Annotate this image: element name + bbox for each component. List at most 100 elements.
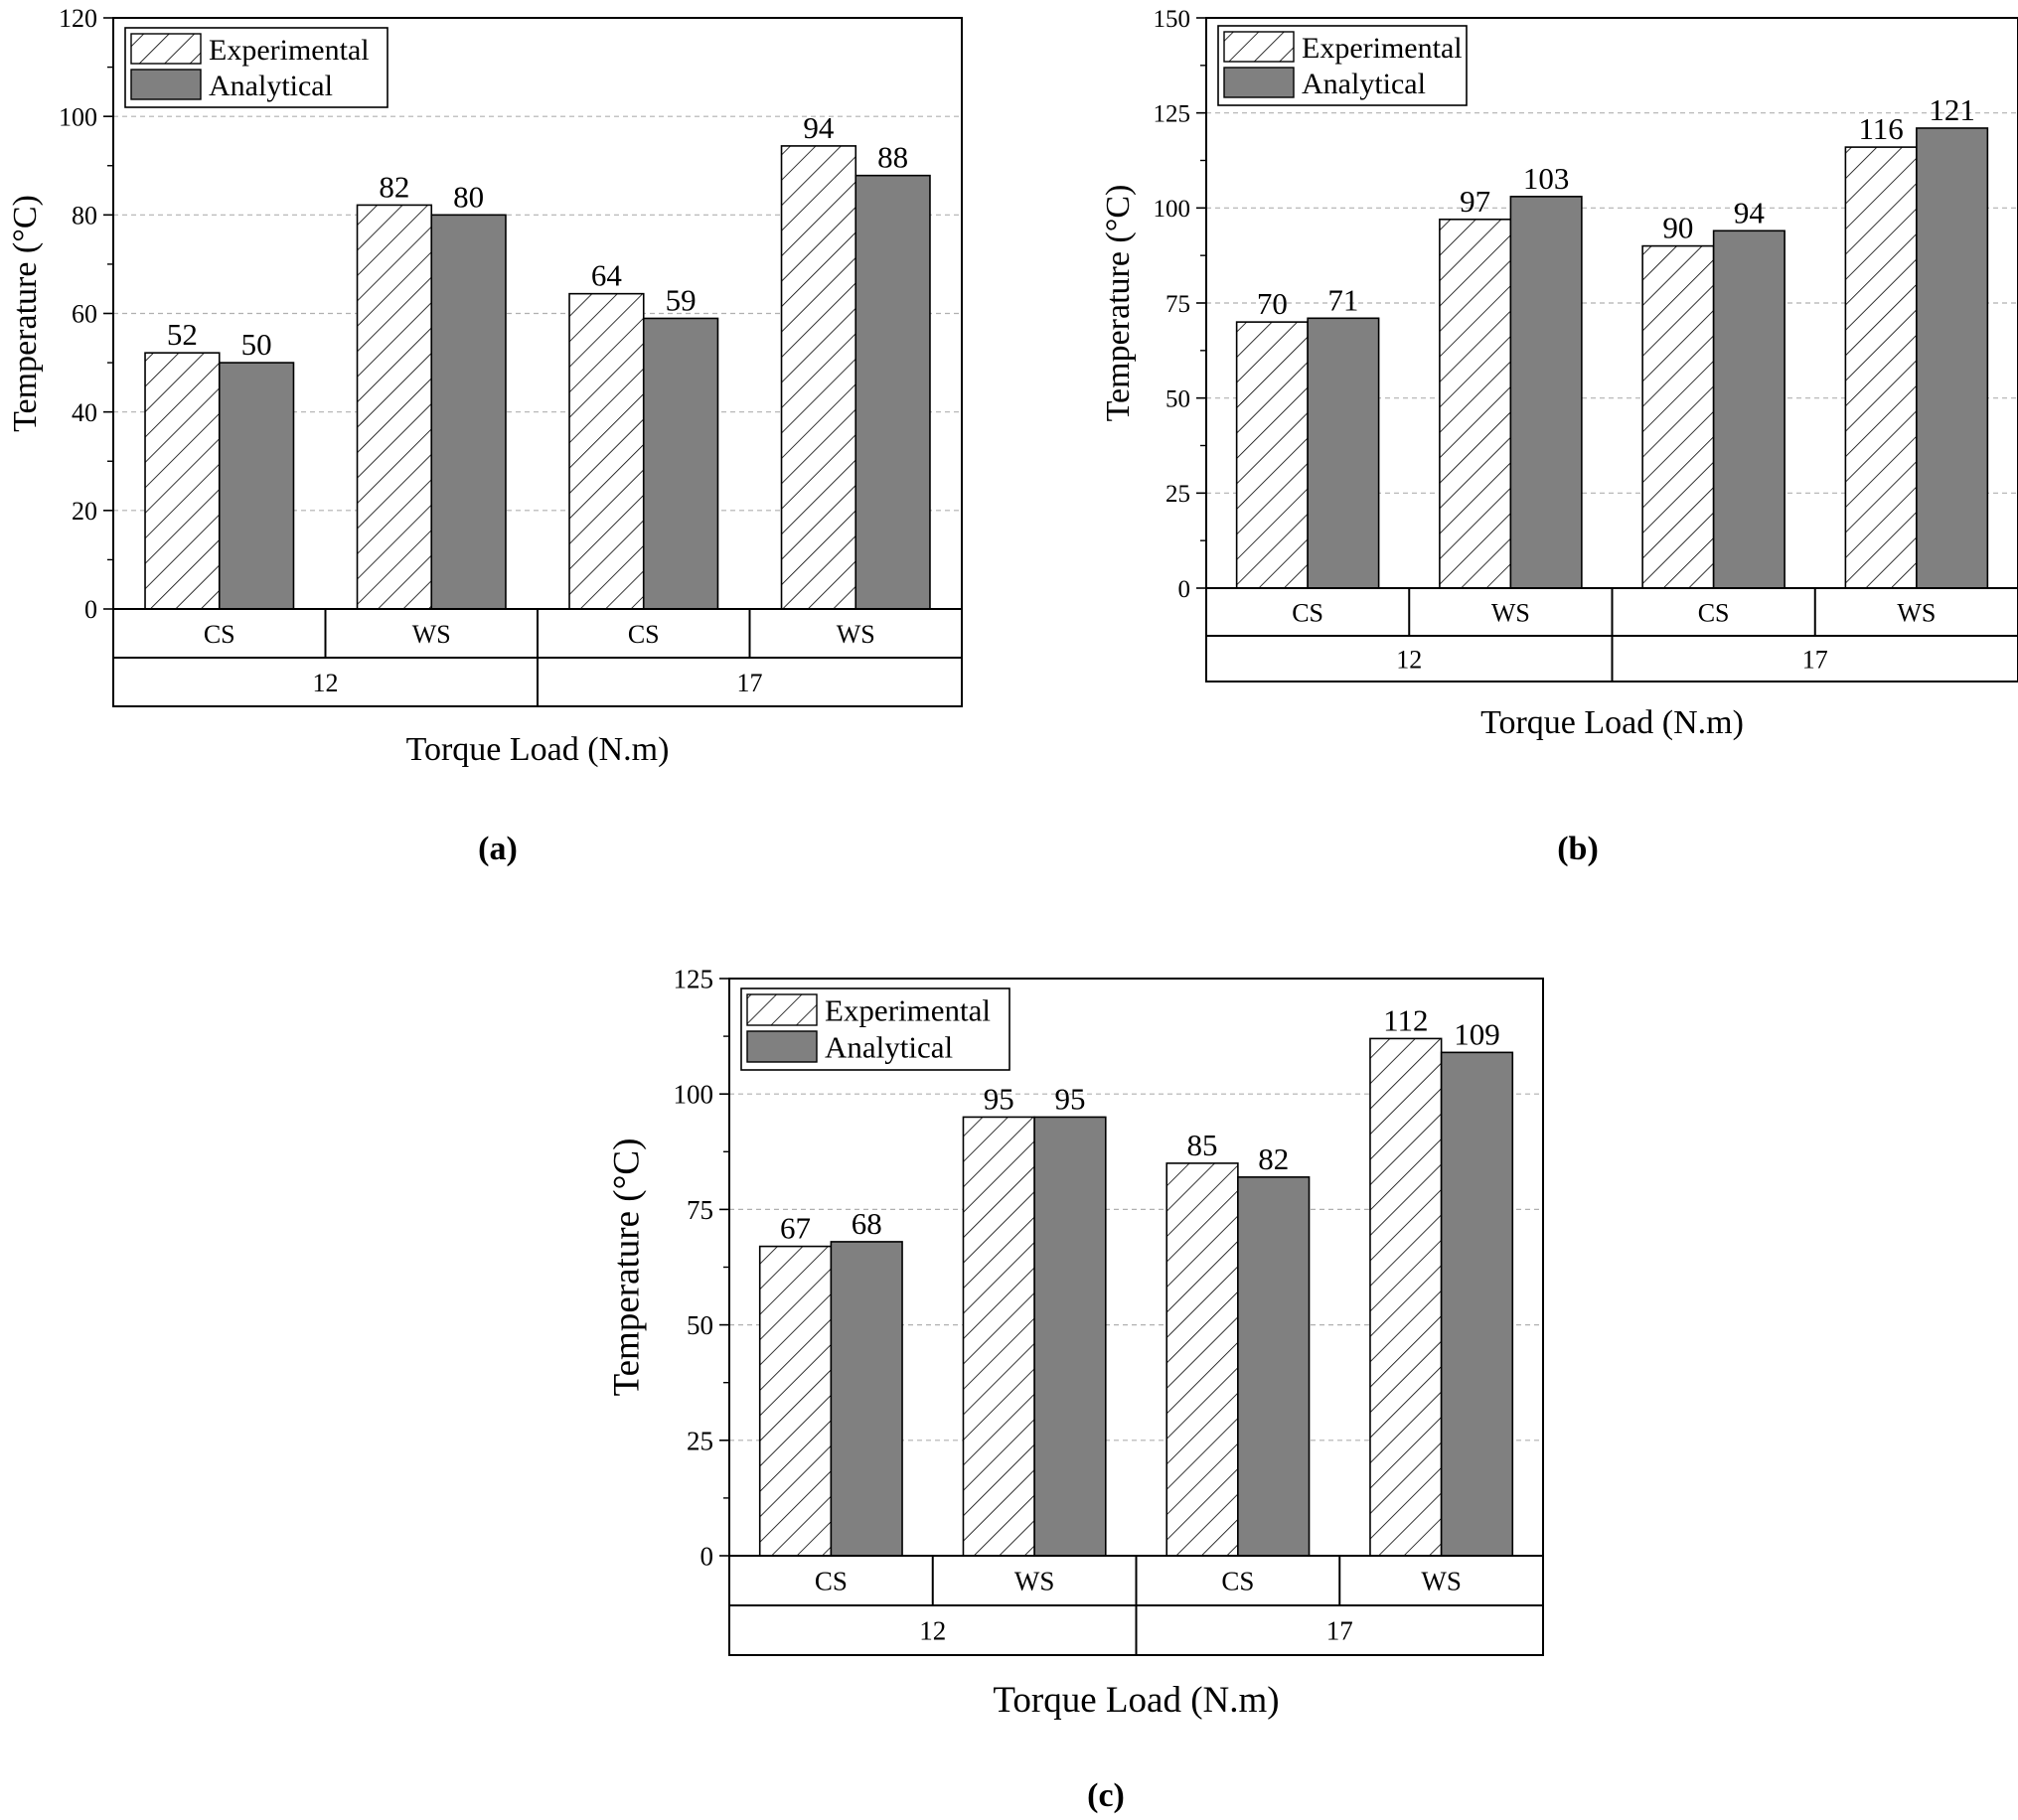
panel-label: (b) xyxy=(1557,831,1599,867)
experimental-bar xyxy=(1235,321,1309,589)
analytical-bar xyxy=(642,317,719,610)
category-label: WS xyxy=(837,620,875,649)
y-tick-label: 125 xyxy=(1154,100,1191,127)
category-label: WS xyxy=(412,620,451,649)
y-tick-label: 25 xyxy=(687,1426,713,1455)
y-tick-label: 80 xyxy=(72,201,97,229)
category-label: CS xyxy=(815,1567,848,1596)
analytical-bar xyxy=(1440,1051,1514,1557)
analytical-bar xyxy=(1237,1176,1311,1557)
analytical-bar xyxy=(1916,127,1989,589)
experimental-bar xyxy=(568,292,645,610)
bar-value-label: 64 xyxy=(591,258,623,293)
bar-value-label: 52 xyxy=(167,317,198,352)
experimental-bar xyxy=(1369,1037,1443,1557)
panel-label: (a) xyxy=(478,831,518,867)
y-tick-label: 100 xyxy=(59,102,97,131)
experimental-bar xyxy=(1844,146,1918,589)
legend-swatch xyxy=(746,993,818,1026)
bar-value-label: 94 xyxy=(803,110,835,145)
category-label: WS xyxy=(1014,1567,1055,1596)
category-label: CS xyxy=(1221,1567,1254,1596)
analytical-bar xyxy=(1307,317,1380,589)
group-label: 12 xyxy=(313,669,339,697)
category-label: WS xyxy=(1897,598,1936,627)
category-label: CS xyxy=(204,620,235,649)
experimental-bar xyxy=(780,145,857,610)
y-tick-label: 60 xyxy=(72,300,97,329)
y-tick-label: 150 xyxy=(1154,6,1191,33)
legend-swatch xyxy=(1223,31,1295,63)
category-label: WS xyxy=(1421,1567,1462,1596)
panel-label: (c) xyxy=(1087,1777,1125,1814)
bar-value-label: 109 xyxy=(1454,1016,1500,1051)
y-axis-title: Temperature (°C) xyxy=(7,195,44,432)
bar-value-label: 70 xyxy=(1257,286,1288,321)
y-tick-label: 50 xyxy=(1165,385,1190,412)
legend-swatch xyxy=(130,69,202,100)
y-tick-label: 75 xyxy=(1165,291,1190,318)
y-tick-label: 0 xyxy=(700,1541,714,1571)
y-tick-label: 125 xyxy=(674,964,714,993)
bar-value-label: 121 xyxy=(1929,92,1975,127)
bar-value-label: 85 xyxy=(1187,1128,1218,1162)
category-label: WS xyxy=(1491,598,1530,627)
y-tick-label: 75 xyxy=(687,1195,713,1225)
analytical-bar xyxy=(830,1241,903,1557)
bar-value-label: 95 xyxy=(1054,1081,1085,1116)
group-label: 12 xyxy=(1396,645,1422,674)
analytical-bar xyxy=(1033,1116,1107,1557)
analytical-bar xyxy=(1712,229,1785,589)
bar-value-label: 50 xyxy=(241,327,272,362)
bar-value-label: 88 xyxy=(877,140,908,175)
bar-value-label: 68 xyxy=(852,1206,882,1241)
chart-panel-a: 52 50 82 80 64 59 94 88 0 20 40 60 80 100 120 CS WS CS WS 1… xyxy=(7,4,963,867)
experimental-bar xyxy=(356,204,433,610)
analytical-bar xyxy=(1509,196,1583,589)
bar-value-label: 116 xyxy=(1858,111,1903,146)
bar-value-label: 94 xyxy=(1734,195,1766,229)
legend-label: Experimental xyxy=(1302,32,1463,65)
y-tick-label: 25 xyxy=(1165,481,1190,508)
chart-panel-b: 70 71 97 103 90 94 116 121 0 25 50 75 100 125 150 CS WS C… xyxy=(1100,6,2018,867)
category-label: CS xyxy=(628,620,660,649)
bar-value-label: 80 xyxy=(453,179,484,214)
experimental-bar xyxy=(1165,1162,1239,1557)
group-label: 12 xyxy=(919,1616,946,1646)
analytical-bar xyxy=(430,214,507,610)
chart-panel-c: 67 68 95 95 85 82 112 109 0 25 50 75 100 125 CS WS CS WS 1… xyxy=(606,964,1544,1814)
experimental-bar xyxy=(1641,244,1715,589)
y-tick-label: 100 xyxy=(674,1080,714,1110)
legend-label: Experimental xyxy=(825,993,991,1028)
bar-value-label: 82 xyxy=(1258,1141,1289,1176)
y-axis-title: Temperature (°C) xyxy=(606,1138,647,1397)
experimental-bar xyxy=(1439,219,1512,589)
group-label: 17 xyxy=(1326,1616,1353,1646)
y-tick-label: 0 xyxy=(84,595,97,624)
category-label: CS xyxy=(1292,598,1323,627)
bar-value-label: 103 xyxy=(1523,161,1570,196)
category-label: CS xyxy=(1698,598,1730,627)
bar-value-label: 97 xyxy=(1460,184,1490,219)
legend-label: Analytical xyxy=(209,70,333,102)
bar-value-label: 95 xyxy=(984,1081,1014,1116)
bar-value-label: 71 xyxy=(1327,282,1358,317)
group-label: 17 xyxy=(1802,645,1828,674)
experimental-bar xyxy=(962,1116,1035,1557)
y-tick-label: 0 xyxy=(1178,576,1191,603)
x-axis-title: Torque Load (N.m) xyxy=(1480,704,1744,741)
y-tick-label: 100 xyxy=(1154,196,1191,223)
group-label: 17 xyxy=(737,669,763,697)
legend-swatch xyxy=(1223,67,1295,98)
bar-value-label: 59 xyxy=(666,282,697,317)
legend-label: Analytical xyxy=(1302,68,1426,100)
y-tick-label: 20 xyxy=(72,497,97,526)
y-axis-title: Temperature (°C) xyxy=(1100,185,1137,422)
bar-value-label: 90 xyxy=(1662,211,1693,245)
analytical-bar xyxy=(218,362,295,610)
analytical-bar xyxy=(854,174,931,610)
y-tick-label: 120 xyxy=(59,4,97,33)
